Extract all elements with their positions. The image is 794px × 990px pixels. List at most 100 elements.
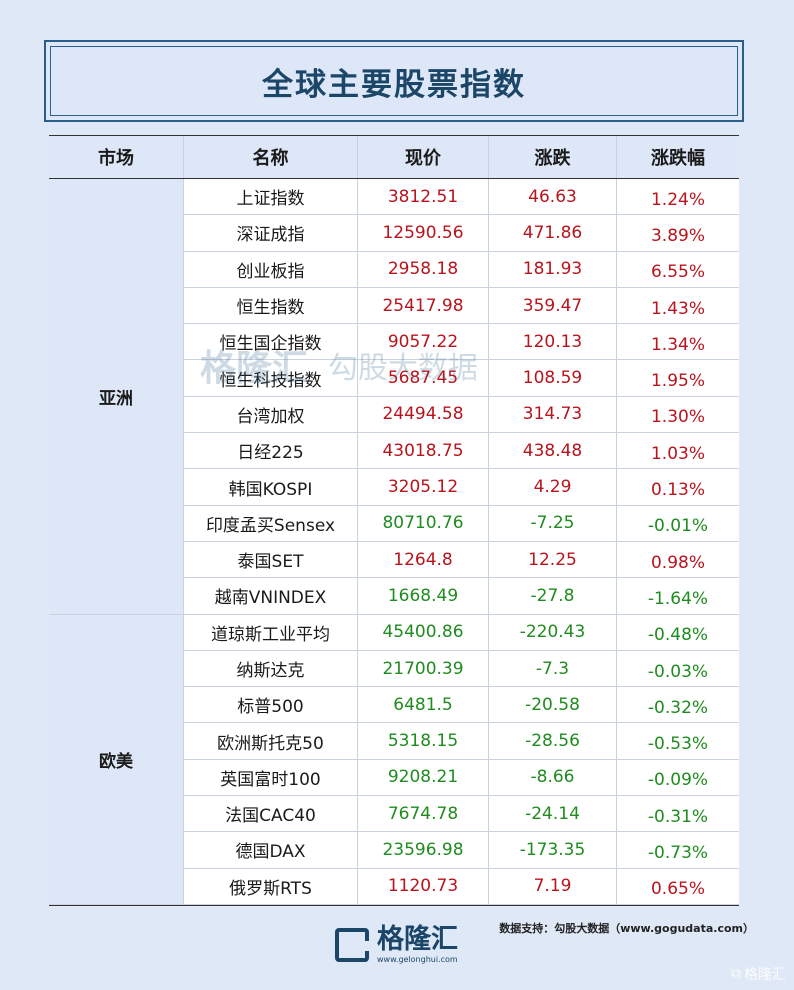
index-pct: 1.30%	[617, 397, 739, 434]
index-pct: -1.64%	[617, 578, 739, 615]
index-change: 7.19	[489, 868, 617, 905]
index-name: 上证指数	[184, 179, 358, 216]
table-row: 上证指数 3812.51 46.63 1.24%	[184, 179, 739, 216]
index-change: -220.43	[489, 614, 617, 651]
index-table: 市场 名称 现价 涨跌 涨跌幅 亚洲 欧美 上证指数 3812.51 46.63 1.2…	[49, 135, 739, 906]
index-change: 108.59	[489, 360, 617, 397]
index-price: 24494.58	[358, 396, 489, 434]
index-name: 台湾加权	[184, 396, 358, 434]
corner-icon: ⧉	[731, 966, 741, 982]
index-change: 12.25	[489, 541, 617, 579]
index-price: 1120.73	[358, 868, 489, 905]
index-pct: 3.89%	[617, 215, 739, 252]
corner-text: 格隆汇	[744, 967, 786, 983]
market-cell: 亚洲	[49, 179, 184, 615]
table-row: 创业板指 2958.18 181.93 6.55%	[184, 251, 739, 288]
index-price: 45400.86	[358, 614, 489, 651]
market-column: 亚洲 欧美	[49, 179, 184, 905]
index-pct: 0.65%	[617, 869, 739, 905]
table-row: 韩国KOSPI 3205.12 4.29 0.13%	[184, 469, 739, 506]
index-change: 181.93	[489, 251, 617, 288]
table-row: 德国DAX 23596.98 -173.35 -0.73%	[184, 832, 739, 869]
index-name: 越南VNINDEX	[184, 578, 358, 615]
table-row: 日经225 43018.75 438.48 1.03%	[184, 433, 739, 470]
index-change: 438.48	[489, 433, 617, 470]
index-pct: 1.03%	[617, 433, 739, 470]
footer-logo: 格隆汇 www.gelonghui.com	[335, 925, 458, 964]
index-name: 恒生指数	[184, 287, 358, 325]
index-pct: -0.31%	[617, 796, 739, 833]
table-header: 市场 名称 现价 涨跌 涨跌幅	[49, 135, 739, 179]
index-change: -28.56	[489, 723, 617, 760]
data-source-note: 数据支持：勾股大数据（www.gogudata.com）	[499, 922, 754, 935]
index-name: 纳斯达克	[184, 650, 358, 688]
index-change: -20.58	[489, 687, 617, 724]
title-inner: 全球主要股票指数	[50, 46, 738, 116]
header-pct: 涨跌幅	[651, 148, 705, 169]
table-row: 恒生指数 25417.98 359.47 1.43%	[184, 287, 739, 325]
index-change: -7.25	[489, 505, 617, 542]
table-row: 越南VNINDEX 1668.49 -27.8 -1.64%	[184, 578, 739, 615]
index-price: 43018.75	[358, 433, 489, 470]
index-pct: 1.34%	[617, 324, 739, 361]
index-change: 46.63	[489, 179, 617, 216]
logo-cn: 格隆汇	[377, 924, 458, 955]
index-name: 泰国SET	[184, 541, 358, 579]
header-change: 涨跌	[489, 136, 617, 178]
index-pct: 1.95%	[617, 360, 739, 397]
index-change: 314.73	[489, 396, 617, 434]
index-price: 80710.76	[358, 505, 489, 542]
table-row: 俄罗斯RTS 1120.73 7.19 0.65%	[184, 868, 739, 905]
header-price: 现价	[358, 136, 489, 178]
index-name: 道琼斯工业平均	[184, 614, 358, 651]
index-change: -8.66	[489, 759, 617, 797]
table-body: 亚洲 欧美 上证指数 3812.51 46.63 1.24% 深证成指 12590.56 47…	[49, 179, 739, 906]
header-name: 名称	[184, 136, 358, 178]
index-pct: -0.09%	[617, 760, 739, 797]
index-price: 7674.78	[358, 796, 489, 833]
table-row: 法国CAC40 7674.78 -24.14 -0.31%	[184, 796, 739, 833]
index-pct: 1.43%	[617, 288, 739, 325]
index-change: 120.13	[489, 324, 617, 361]
table-row: 英国富时100 9208.21 -8.66 -0.09%	[184, 759, 739, 797]
index-price: 3812.51	[358, 179, 489, 216]
index-price: 12590.56	[358, 215, 489, 252]
table-row: 标普500 6481.5 -20.58 -0.32%	[184, 687, 739, 724]
index-pct: -0.32%	[617, 687, 739, 724]
index-name: 韩国KOSPI	[184, 469, 358, 506]
index-price: 2958.18	[358, 251, 489, 288]
table-row: 纳斯达克 21700.39 -7.3 -0.03%	[184, 650, 739, 688]
index-pct: 0.98%	[617, 542, 739, 579]
page-title: 全球主要股票指数	[262, 66, 526, 103]
index-price: 21700.39	[358, 650, 489, 688]
table-row: 欧洲斯托克50 5318.15 -28.56 -0.53%	[184, 723, 739, 760]
logo-en: www.gelonghui.com	[377, 955, 458, 964]
index-pct: -0.53%	[617, 723, 739, 760]
header-market: 市场	[49, 136, 184, 178]
index-price: 5318.15	[358, 723, 489, 760]
table-row: 印度孟买Sensex 80710.76 -7.25 -0.01%	[184, 505, 739, 542]
index-price: 1668.49	[358, 578, 489, 615]
table-row: 恒生国企指数 9057.22 120.13 1.34%	[184, 324, 739, 361]
index-pct: -0.01%	[617, 506, 739, 542]
index-name: 恒生国企指数	[184, 324, 358, 361]
index-pct: 6.55%	[617, 252, 739, 288]
rows-column: 上证指数 3812.51 46.63 1.24% 深证成指 12590.56 471.86 3…	[184, 179, 739, 905]
corner-watermark: ⧉ 格隆汇	[731, 964, 786, 984]
index-name: 英国富时100	[184, 759, 358, 797]
index-change: -7.3	[489, 650, 617, 688]
index-name: 德国DAX	[184, 832, 358, 869]
index-price: 9057.22	[358, 324, 489, 361]
index-price: 6481.5	[358, 687, 489, 724]
index-name: 创业板指	[184, 251, 358, 288]
logo-text: 格隆汇 www.gelonghui.com	[377, 924, 458, 965]
index-price: 3205.12	[358, 469, 489, 506]
index-change: 4.29	[489, 469, 617, 506]
index-change: -173.35	[489, 832, 617, 869]
table-row: 道琼斯工业平均 45400.86 -220.43 -0.48%	[184, 614, 739, 651]
index-change: 359.47	[489, 287, 617, 325]
index-name: 深证成指	[184, 215, 358, 252]
title-box: 全球主要股票指数	[44, 40, 744, 122]
index-price: 9208.21	[358, 759, 489, 797]
index-pct: -0.03%	[617, 651, 739, 688]
